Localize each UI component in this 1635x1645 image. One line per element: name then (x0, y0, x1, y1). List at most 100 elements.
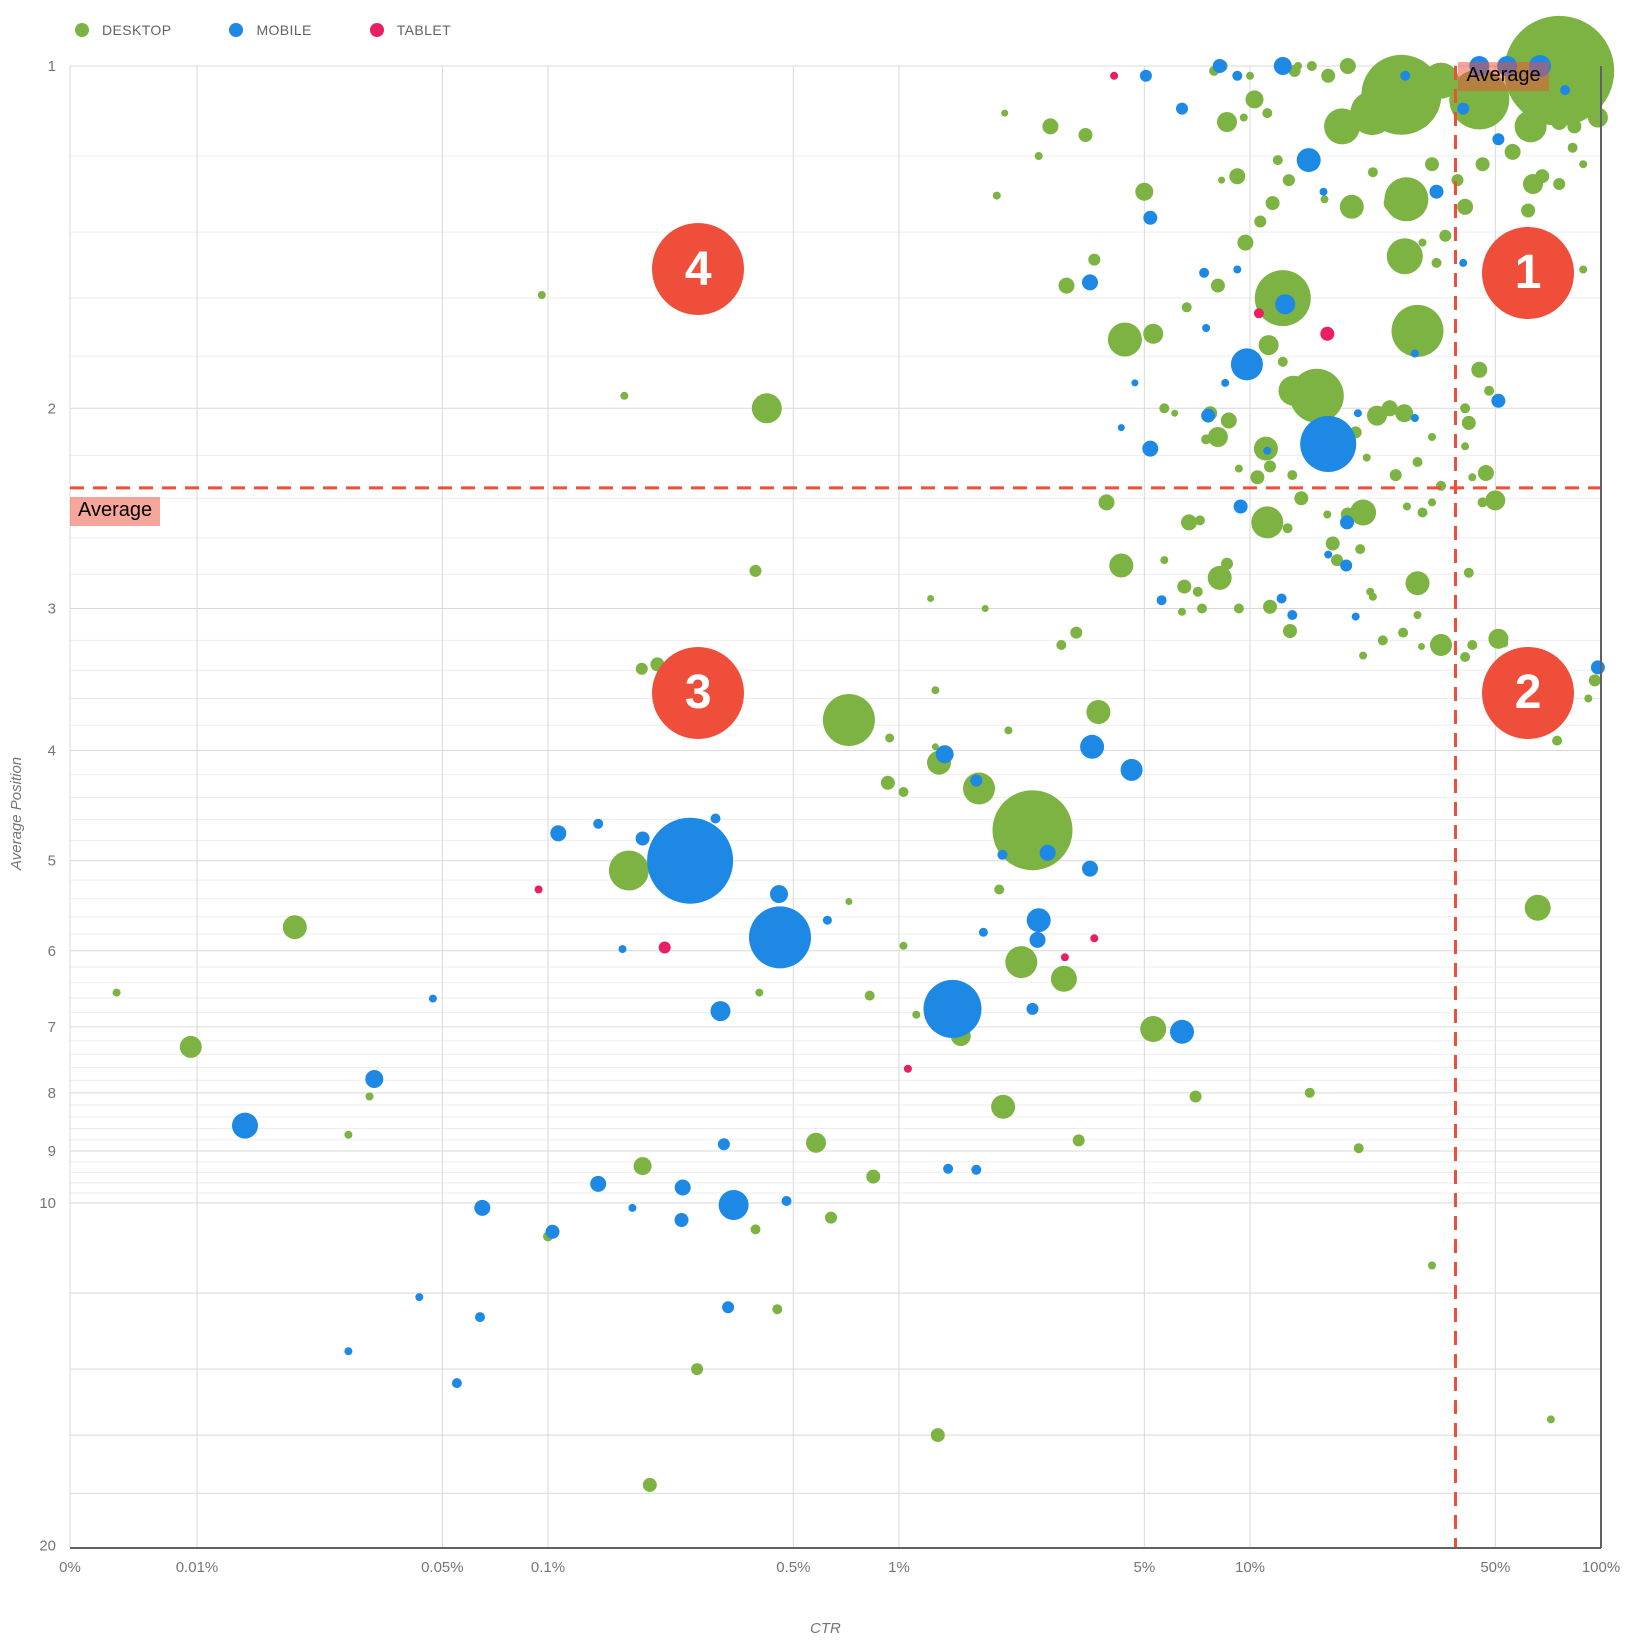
bubble-mobile[interactable] (710, 813, 721, 824)
bubble-desktop[interactable] (822, 694, 875, 746)
bubble-mobile[interactable] (1287, 610, 1298, 620)
bubble-tablet[interactable] (903, 1064, 912, 1073)
bubble-desktop[interactable] (1461, 415, 1476, 430)
bubble-desktop[interactable] (750, 1224, 761, 1235)
bubble-desktop[interactable] (1391, 304, 1444, 357)
bubble-desktop[interactable] (1251, 506, 1284, 539)
bubble-desktop[interactable] (1287, 470, 1298, 481)
bubble-desktop[interactable] (1412, 457, 1423, 467)
bubble-desktop[interactable] (1477, 465, 1494, 481)
bubble-desktop[interactable] (751, 393, 782, 424)
bubble-desktop[interactable] (1159, 403, 1170, 414)
bubble-desktop[interactable] (1171, 409, 1179, 417)
bubble-desktop[interactable] (1451, 174, 1464, 187)
bubble-desktop[interactable] (1350, 499, 1377, 526)
bubble-desktop[interactable] (1514, 110, 1547, 143)
bubble-desktop[interactable] (1485, 490, 1506, 511)
bubble-tablet[interactable] (658, 941, 671, 954)
bubble-desktop[interactable] (1484, 385, 1495, 396)
bubble-desktop[interactable] (642, 1477, 657, 1492)
bubble-desktop[interactable] (1086, 700, 1111, 724)
bubble-tablet[interactable] (1090, 934, 1099, 943)
bubble-mobile[interactable] (1026, 908, 1051, 933)
bubble-desktop[interactable] (1282, 523, 1293, 534)
bubble-desktop[interactable] (1160, 556, 1169, 565)
bubble-desktop[interactable] (633, 1157, 652, 1176)
bubble-mobile[interactable] (1026, 1002, 1039, 1015)
bubble-mobile[interactable] (451, 1378, 462, 1389)
bubble-mobile[interactable] (674, 1213, 689, 1227)
bubble-desktop[interactable] (1417, 507, 1428, 518)
bubble-desktop[interactable] (898, 787, 909, 797)
bubble-desktop[interactable] (1468, 473, 1477, 482)
bubble-desktop[interactable] (1324, 108, 1361, 145)
bubble-mobile[interactable] (344, 1347, 353, 1356)
bubble-mobile[interactable] (722, 1301, 735, 1314)
bubble-desktop[interactable] (1551, 114, 1568, 130)
bubble-desktop[interactable] (1504, 15, 1615, 126)
bubble-desktop[interactable] (825, 1211, 837, 1224)
bubble-desktop[interactable] (608, 850, 649, 891)
bubble-mobile[interactable] (1491, 393, 1506, 408)
legend-item-mobile[interactable]: MOBILE (229, 22, 311, 38)
bubble-desktop[interactable] (931, 743, 939, 751)
bubble-mobile[interactable] (1117, 424, 1125, 432)
bubble-desktop[interactable] (1546, 1415, 1555, 1424)
bubble-desktop[interactable] (1288, 64, 1301, 77)
bubble-mobile[interactable] (718, 1190, 749, 1220)
bubble-mobile[interactable] (635, 831, 650, 846)
bubble-desktop[interactable] (1460, 403, 1471, 414)
bubble-mobile[interactable] (550, 825, 567, 842)
bubble-desktop[interactable] (1285, 175, 1295, 186)
bubble-mobile[interactable] (1176, 102, 1188, 115)
bubble-mobile[interactable] (935, 745, 954, 764)
bubble-mobile[interactable] (545, 1224, 560, 1239)
bubble-mobile[interactable] (1082, 860, 1098, 877)
legend-item-desktop[interactable]: DESKTOP (75, 22, 171, 38)
bubble-desktop[interactable] (1283, 624, 1297, 638)
bubble-mobile[interactable] (1276, 593, 1287, 604)
bubble-mobile[interactable] (781, 1196, 792, 1206)
bubble-mobile[interactable] (1142, 440, 1159, 457)
bubble-desktop[interactable] (1567, 119, 1582, 134)
bubble-desktop[interactable] (1428, 1261, 1436, 1270)
bubble-desktop[interactable] (1056, 640, 1067, 650)
bubble-mobile[interactable] (1459, 258, 1468, 267)
bubble-desktop[interactable] (1140, 1016, 1167, 1042)
bubble-desktop[interactable] (1070, 626, 1083, 639)
bubble-mobile[interactable] (1590, 660, 1605, 675)
bubble-desktop[interactable] (1098, 494, 1115, 511)
bubble-desktop[interactable] (1245, 90, 1264, 109)
bubble-desktop[interactable] (1471, 361, 1488, 378)
bubble-mobile[interactable] (1139, 69, 1152, 82)
bubble-mobile[interactable] (997, 849, 1008, 860)
bubble-desktop[interactable] (537, 291, 546, 299)
bubble-desktop[interactable] (620, 391, 629, 400)
bubble-desktop[interactable] (927, 595, 935, 602)
bubble-desktop[interactable] (1339, 194, 1364, 219)
bubble-desktop[interactable] (1050, 965, 1077, 992)
bubble-desktop[interactable] (1239, 113, 1248, 122)
bubble-mobile[interactable] (1275, 294, 1296, 315)
bubble-desktop[interactable] (1439, 229, 1452, 242)
bubble-tablet[interactable] (1253, 308, 1264, 319)
bubble-desktop[interactable] (282, 915, 307, 940)
bubble-desktop[interactable] (1477, 497, 1488, 508)
bubble-desktop[interactable] (1088, 253, 1101, 266)
bubble-desktop[interactable] (864, 990, 875, 1001)
bubble-desktop[interactable] (1192, 586, 1203, 597)
bubble-mobile[interactable] (1340, 559, 1353, 572)
bubble-desktop[interactable] (1418, 238, 1427, 247)
bubble-mobile[interactable] (1273, 57, 1292, 75)
bubble-mobile[interactable] (1324, 550, 1333, 559)
bubble-desktop[interactable] (1263, 599, 1277, 614)
bubble-desktop[interactable] (1467, 640, 1478, 650)
bubble-desktop[interactable] (1389, 469, 1402, 482)
bubble-desktop[interactable] (1201, 434, 1212, 445)
bubble-desktop[interactable] (1181, 302, 1192, 313)
bubble-desktop[interactable] (1220, 412, 1237, 429)
bubble-mobile[interactable] (647, 817, 734, 904)
bubble-desktop[interactable] (899, 941, 908, 950)
bubble-desktop[interactable] (1368, 592, 1377, 601)
bubble-desktop[interactable] (1460, 652, 1471, 662)
